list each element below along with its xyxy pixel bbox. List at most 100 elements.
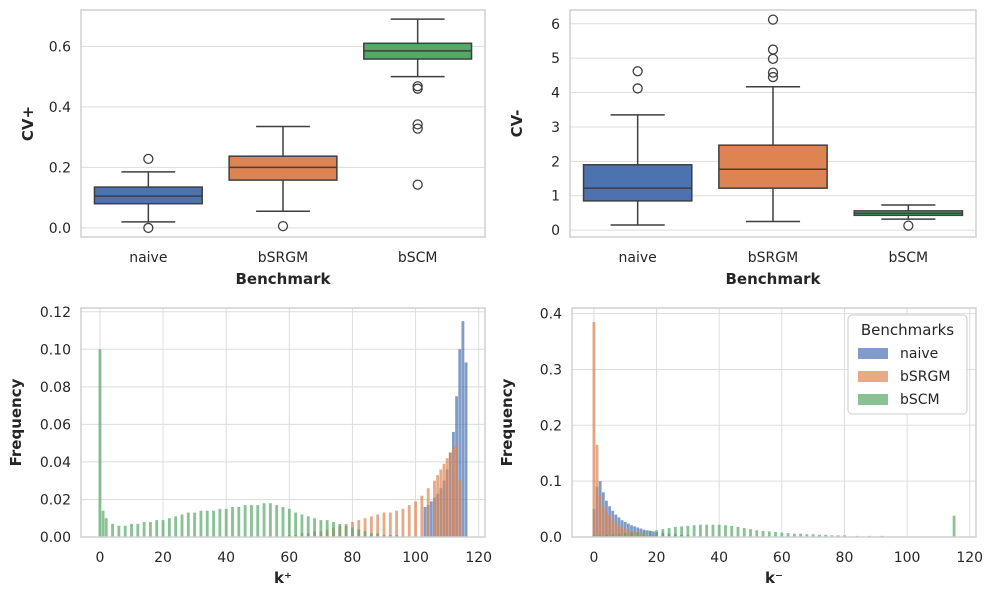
y-axis-label: CV-	[508, 110, 526, 138]
x-axis-label: k⁻	[765, 569, 783, 587]
histogram-bar	[117, 525, 121, 537]
outlier-point	[143, 153, 154, 165]
histogram-bar	[767, 531, 771, 537]
x-axis-label: k⁺	[274, 569, 292, 587]
histogram-bar	[199, 510, 203, 537]
histogram-bar	[836, 535, 840, 537]
histogram-bar	[306, 516, 310, 537]
histogram-bar	[749, 529, 752, 537]
cv-minus-boxplot-panel: 0 1 2 3 4 5 6 naive bSRGM bSCM Benchmark CV-	[508, 9, 977, 288]
y-tick-label: 5	[551, 51, 560, 67]
outlier-point	[412, 83, 423, 94]
histogram-bar	[952, 515, 956, 537]
y-tick-label: 2	[551, 154, 560, 170]
x-tick-label: 100	[402, 550, 429, 566]
histogram-bar	[237, 506, 241, 537]
histogram-bar	[319, 520, 323, 537]
histogram-bar	[742, 528, 746, 537]
x-tick-label: bSRGM	[748, 250, 798, 266]
y-axis-label: Frequency	[7, 378, 25, 466]
histogram-bar	[357, 520, 361, 537]
x-tick-label: 40	[710, 550, 728, 566]
box-naive	[93, 153, 203, 234]
histogram-bar	[458, 480, 462, 537]
y-tick-label: 4	[551, 86, 560, 102]
box-naive	[582, 66, 693, 226]
y-tick-label: 0.04	[40, 455, 71, 471]
histogram-bar	[429, 501, 433, 537]
histogram-bar	[268, 503, 272, 537]
histogram-bar	[655, 530, 658, 537]
histogram-bar	[686, 525, 690, 537]
box-bSCM	[853, 204, 964, 231]
x-tick-label: naive	[619, 250, 657, 266]
y-axis-label: CV+	[19, 106, 37, 141]
histogram-bar	[161, 520, 165, 537]
histogram-bar	[611, 534, 615, 537]
histogram-bar	[633, 526, 637, 537]
outlier-point	[632, 83, 643, 94]
k-plus-histogram-panel: 0.00 0.02 0.04 0.06 0.08 0.10 0.12 0 20 40 60 80 100…	[7, 305, 492, 587]
legend-swatch-bSCM	[858, 394, 888, 405]
histogram-bar	[461, 321, 465, 537]
histogram-bar	[830, 535, 834, 537]
histogram-bar	[180, 514, 184, 537]
histogram-bar	[730, 525, 734, 537]
histogram-bar	[338, 523, 342, 537]
histogram-bar	[620, 527, 624, 537]
x-tick-label: 80	[344, 550, 362, 566]
histogram-bar	[648, 530, 652, 537]
x-tick-label: 20	[154, 550, 172, 566]
y-tick-label: 0.0	[540, 530, 562, 546]
y-tick-label: 3	[551, 120, 560, 136]
x-tick-label: 80	[836, 550, 854, 566]
histogram-bar	[275, 505, 279, 537]
histogram-bar	[617, 533, 621, 537]
histogram-bar	[724, 525, 727, 537]
histogram-bar	[601, 506, 605, 537]
x-tick-label: 0	[95, 550, 104, 566]
histogram-bar	[369, 516, 373, 537]
histogram-bar	[149, 521, 152, 537]
histogram-bar	[294, 512, 298, 537]
histogram-bar	[692, 525, 696, 537]
histogram-bar	[111, 523, 114, 537]
y-tick-label: 0.12	[40, 305, 71, 321]
histogram-bar	[661, 529, 665, 537]
box-iqr	[228, 155, 338, 181]
histogram-bar	[705, 524, 709, 537]
histogram-bar	[256, 505, 260, 537]
histogram-bar	[811, 534, 815, 537]
box-iqr	[93, 186, 203, 205]
histogram-bar	[818, 534, 821, 537]
histogram-bar	[250, 505, 253, 537]
histogram-bar	[325, 520, 329, 537]
histogram-bar	[332, 521, 335, 537]
histogram-bar	[193, 512, 197, 537]
x-tick-label: 60	[773, 550, 791, 566]
y-tick-label: 0.00	[40, 530, 71, 546]
histogram-bar	[626, 530, 630, 537]
outlier-point	[412, 179, 423, 190]
outlier-point	[277, 220, 289, 232]
histogram-bar	[598, 495, 602, 537]
y-tick-label: 6	[551, 17, 560, 33]
histogram-bar	[633, 531, 637, 537]
histogram-bar	[639, 528, 643, 537]
axes-frame	[80, 307, 486, 538]
legend-box	[847, 314, 968, 415]
histogram-bar	[439, 469, 443, 537]
outlier-point	[412, 119, 423, 130]
histogram-bar	[680, 526, 684, 537]
histogram-bar	[843, 535, 846, 537]
legend-label-bSRGM: bSRGM	[900, 369, 950, 385]
histogram-bar	[205, 510, 209, 537]
histogram-bar	[281, 506, 285, 537]
histogram-bar	[617, 525, 621, 537]
histogram-bar	[611, 520, 615, 537]
x-tick-label: 120	[465, 550, 492, 566]
axes-frame	[571, 307, 977, 538]
histogram-bar	[605, 534, 608, 537]
y-tick-label: 0.2	[49, 160, 71, 176]
